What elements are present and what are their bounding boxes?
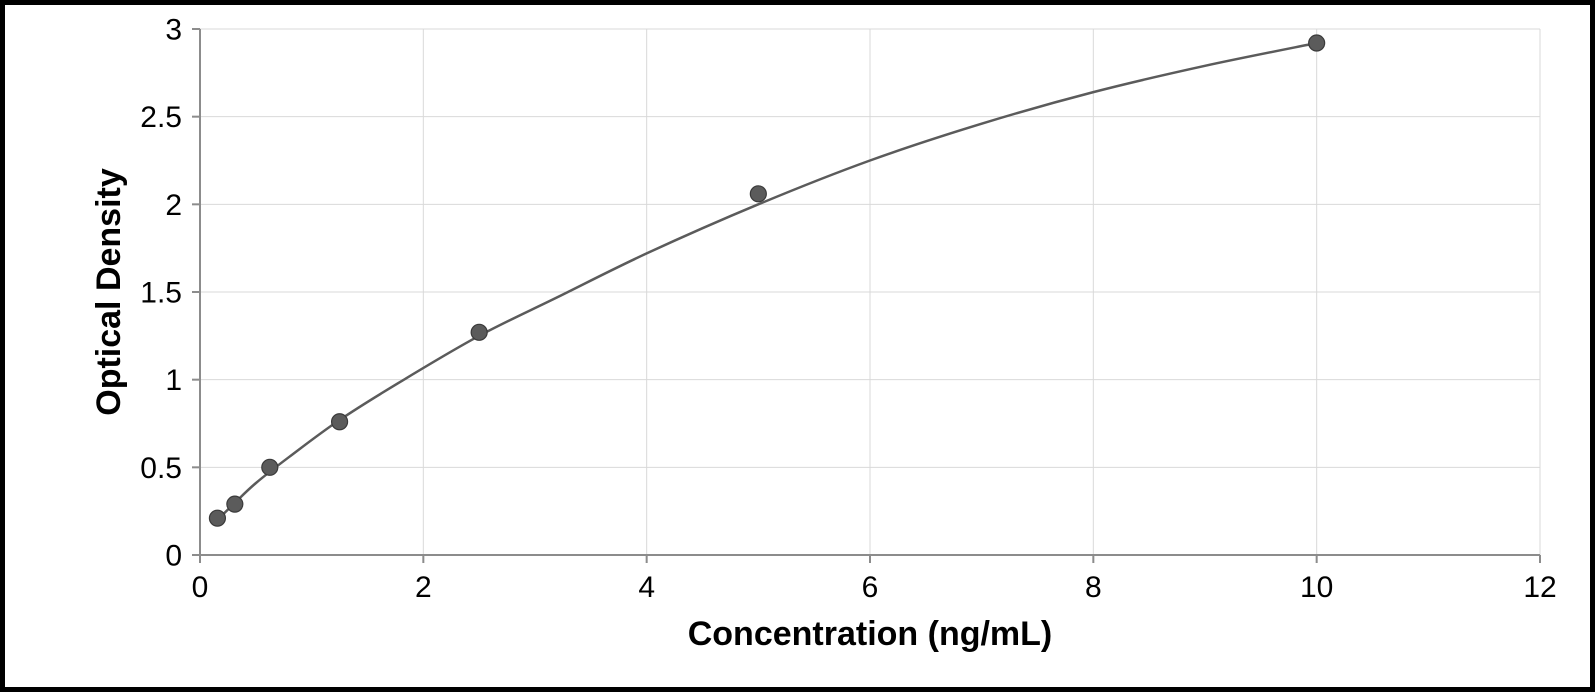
y-tick-label: 1.5 <box>140 277 182 310</box>
data-point <box>750 186 766 202</box>
x-tick-label: 0 <box>192 571 209 604</box>
y-tick-label: 0 <box>165 540 182 573</box>
data-point <box>262 459 278 475</box>
data-point <box>471 324 487 340</box>
chart-frame: 0 2 4 6 8 10 12 0 0.5 1 1.5 2 2.5 3 Concentration (ng/… <box>0 0 1595 692</box>
data-point <box>1309 35 1325 51</box>
data-point <box>332 414 348 430</box>
data-point <box>209 510 225 526</box>
y-tick-label: 2.5 <box>140 101 182 134</box>
chart-canvas: 0 2 4 6 8 10 12 0 0.5 1 1.5 2 2.5 3 Concentration (ng/… <box>5 5 1590 687</box>
x-tick-label: 12 <box>1523 571 1556 604</box>
x-tick-label: 2 <box>415 571 432 604</box>
data-point <box>227 496 243 512</box>
y-axis-label: Optical Density <box>90 168 128 416</box>
y-tick-label: 1 <box>165 364 182 397</box>
x-tick-label: 10 <box>1300 571 1333 604</box>
y-tick-label: 3 <box>165 14 182 47</box>
y-tick-label: 0.5 <box>140 452 182 485</box>
x-axis-label: Concentration (ng/mL) <box>688 615 1053 653</box>
x-tick-label: 6 <box>862 571 879 604</box>
y-tick-label: 2 <box>165 189 182 222</box>
x-tick-label: 8 <box>1085 571 1102 604</box>
x-tick-label: 4 <box>638 571 655 604</box>
chart-background <box>5 5 1590 687</box>
